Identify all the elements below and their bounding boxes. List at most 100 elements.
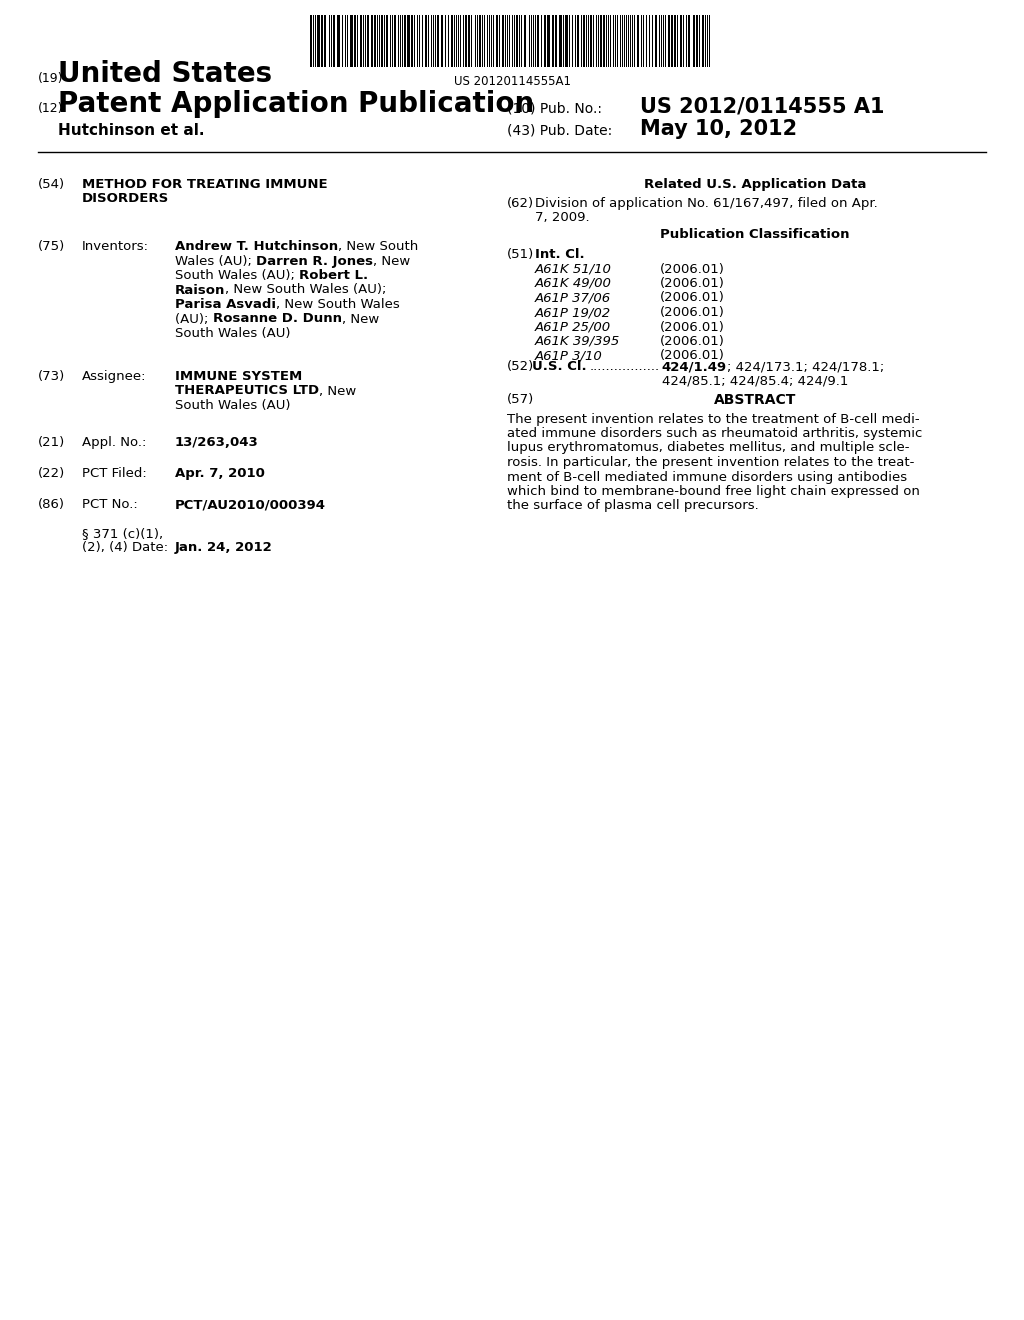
Text: , New: , New [373,255,411,268]
Text: lupus erythromatomus, diabetes mellitus, and multiple scle-: lupus erythromatomus, diabetes mellitus,… [507,441,909,454]
Bar [333,15,335,67]
Text: (22): (22) [38,467,66,480]
Bar [547,15,550,67]
Bar [668,15,670,67]
Bar [451,15,453,67]
Bar [671,15,673,67]
Text: United States: United States [58,59,272,88]
Bar [637,15,639,67]
Bar [374,15,376,67]
Text: (51): (51) [507,248,535,261]
Bar [590,15,592,67]
Text: DISORDERS: DISORDERS [82,193,169,206]
Bar [425,15,427,67]
Text: U.S. Cl.: U.S. Cl. [532,360,587,374]
Text: Hutchinson et al.: Hutchinson et al. [58,123,205,139]
Text: ; 424/173.1; 424/178.1;: ; 424/173.1; 424/178.1; [727,360,884,374]
Bar [360,15,362,67]
Text: , New: , New [319,384,356,397]
Bar [367,15,369,67]
Bar [317,15,319,67]
Bar [577,15,579,67]
Bar [407,15,410,67]
Bar [552,15,554,67]
Text: PCT/AU2010/000394: PCT/AU2010/000394 [175,498,326,511]
Text: (2006.01): (2006.01) [660,277,725,290]
Text: (75): (75) [38,240,66,253]
Bar [350,15,353,67]
Text: (2006.01): (2006.01) [660,335,725,348]
Text: Inventors:: Inventors: [82,240,150,253]
Text: (2006.01): (2006.01) [660,350,725,363]
Text: § 371 (c)(1),: § 371 (c)(1), [82,527,163,540]
Text: Division of application No. 61/167,497, filed on Apr.: Division of application No. 61/167,497, … [535,197,878,210]
Text: 7, 2009.: 7, 2009. [535,211,590,224]
Text: (57): (57) [507,393,535,407]
Bar [437,15,439,67]
Text: South Wales (AU): South Wales (AU) [175,399,291,412]
Text: A61P 37/06: A61P 37/06 [535,292,611,305]
Bar [386,15,388,67]
Bar [496,15,498,67]
Bar [381,15,383,67]
Text: Assignee:: Assignee: [82,370,146,383]
Text: (2006.01): (2006.01) [660,292,725,305]
Text: May 10, 2012: May 10, 2012 [640,119,797,139]
Text: (52): (52) [507,360,535,374]
Text: Andrew T. Hutchinson: Andrew T. Hutchinson [175,240,338,253]
Text: Robert L.: Robert L. [299,269,369,282]
Text: ABSTRACT: ABSTRACT [714,393,797,407]
Bar [583,15,585,67]
Bar [680,15,682,67]
Bar [310,15,312,67]
Text: IMMUNE SYSTEM: IMMUNE SYSTEM [175,370,302,383]
Text: (AU);: (AU); [175,313,213,326]
Text: A61K 49/00: A61K 49/00 [535,277,612,290]
Text: Apr. 7, 2010: Apr. 7, 2010 [175,467,265,480]
Bar [502,15,504,67]
Text: the surface of plasma cell precursors.: the surface of plasma cell precursors. [507,499,759,512]
Text: Raison: Raison [175,284,225,297]
Bar [371,15,373,67]
Text: Patent Application Publication: Patent Application Publication [58,90,535,117]
Bar [404,15,406,67]
Text: (19): (19) [38,73,63,84]
Text: 424/85.1; 424/85.4; 424/9.1: 424/85.1; 424/85.4; 424/9.1 [662,375,848,388]
Bar [441,15,443,67]
Text: METHOD FOR TREATING IMMUNE: METHOD FOR TREATING IMMUNE [82,178,328,191]
Text: ment of B-cell mediated immune disorders using antibodies: ment of B-cell mediated immune disorders… [507,470,907,483]
Bar [468,15,470,67]
Text: , New South: , New South [338,240,419,253]
Text: Darren R. Jones: Darren R. Jones [256,255,373,268]
Bar [603,15,605,67]
Text: , New South Wales: , New South Wales [276,298,399,312]
Text: THERAPEUTICS LTD: THERAPEUTICS LTD [175,384,319,397]
Bar [479,15,481,67]
Text: (62): (62) [507,197,535,210]
Text: A61K 51/10: A61K 51/10 [535,263,612,276]
Text: rosis. In particular, the present invention relates to the treat-: rosis. In particular, the present invent… [507,455,914,469]
Text: A61P 25/00: A61P 25/00 [535,321,611,334]
Bar [537,15,539,67]
Text: Int. Cl.: Int. Cl. [535,248,585,261]
Bar [674,15,676,67]
Bar [321,15,323,67]
Text: Parisa Asvadi: Parisa Asvadi [175,298,276,312]
Text: PCT No.:: PCT No.: [82,498,138,511]
Bar [354,15,356,67]
Text: (2006.01): (2006.01) [660,306,725,319]
Text: (43) Pub. Date:: (43) Pub. Date: [507,124,612,139]
Text: Appl. No.:: Appl. No.: [82,436,146,449]
Text: which bind to membrane-bound free light chain expressed on: which bind to membrane-bound free light … [507,484,920,498]
Text: Publication Classification: Publication Classification [660,228,850,242]
Bar [559,15,562,67]
Text: The present invention relates to the treatment of B-cell medi-: The present invention relates to the tre… [507,412,920,425]
Text: A61K 39/395: A61K 39/395 [535,335,621,348]
Text: (73): (73) [38,370,66,383]
Text: ated immune disorders such as rheumatoid arthritis, systemic: ated immune disorders such as rheumatoid… [507,426,923,440]
Text: (2006.01): (2006.01) [660,263,725,276]
Text: .................: ................. [590,360,659,374]
Bar [600,15,602,67]
Text: A61P 19/02: A61P 19/02 [535,306,611,319]
Bar [394,15,396,67]
